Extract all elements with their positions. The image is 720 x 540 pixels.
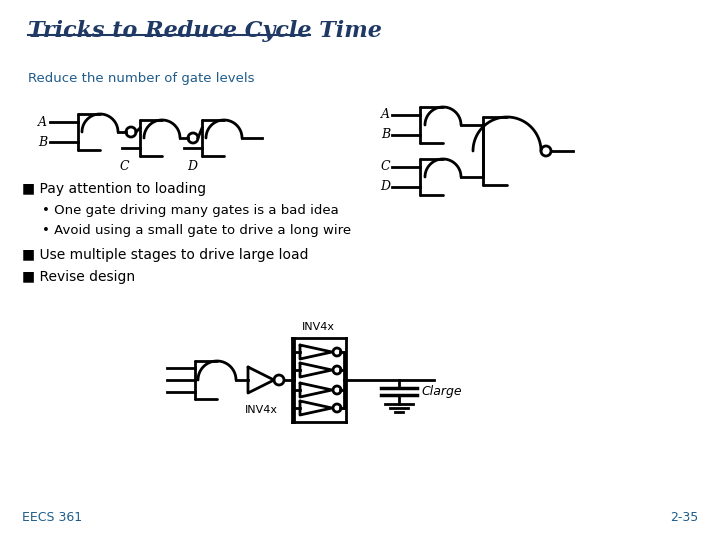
Text: INV4x: INV4x xyxy=(245,405,277,415)
Text: C: C xyxy=(120,160,129,173)
Text: 2-35: 2-35 xyxy=(670,511,698,524)
Text: C: C xyxy=(380,160,390,173)
Text: ■ Revise design: ■ Revise design xyxy=(22,270,135,284)
Text: D: D xyxy=(380,180,390,193)
Text: EECS 361: EECS 361 xyxy=(22,511,82,524)
Text: Tricks to Reduce Cycle Time: Tricks to Reduce Cycle Time xyxy=(28,20,382,42)
Text: B: B xyxy=(38,136,47,148)
Text: ■ Use multiple stages to drive large load: ■ Use multiple stages to drive large loa… xyxy=(22,248,308,262)
Text: ■ Pay attention to loading: ■ Pay attention to loading xyxy=(22,182,206,196)
Text: A: A xyxy=(381,109,390,122)
Text: Clarge: Clarge xyxy=(421,384,462,397)
Text: B: B xyxy=(381,129,390,141)
Text: • Avoid using a small gate to drive a long wire: • Avoid using a small gate to drive a lo… xyxy=(42,224,351,237)
Text: • One gate driving many gates is a bad idea: • One gate driving many gates is a bad i… xyxy=(42,204,338,217)
Text: D: D xyxy=(187,160,197,173)
Text: INV4x: INV4x xyxy=(302,322,335,332)
Text: Reduce the number of gate levels: Reduce the number of gate levels xyxy=(28,72,254,85)
Text: A: A xyxy=(38,116,47,129)
